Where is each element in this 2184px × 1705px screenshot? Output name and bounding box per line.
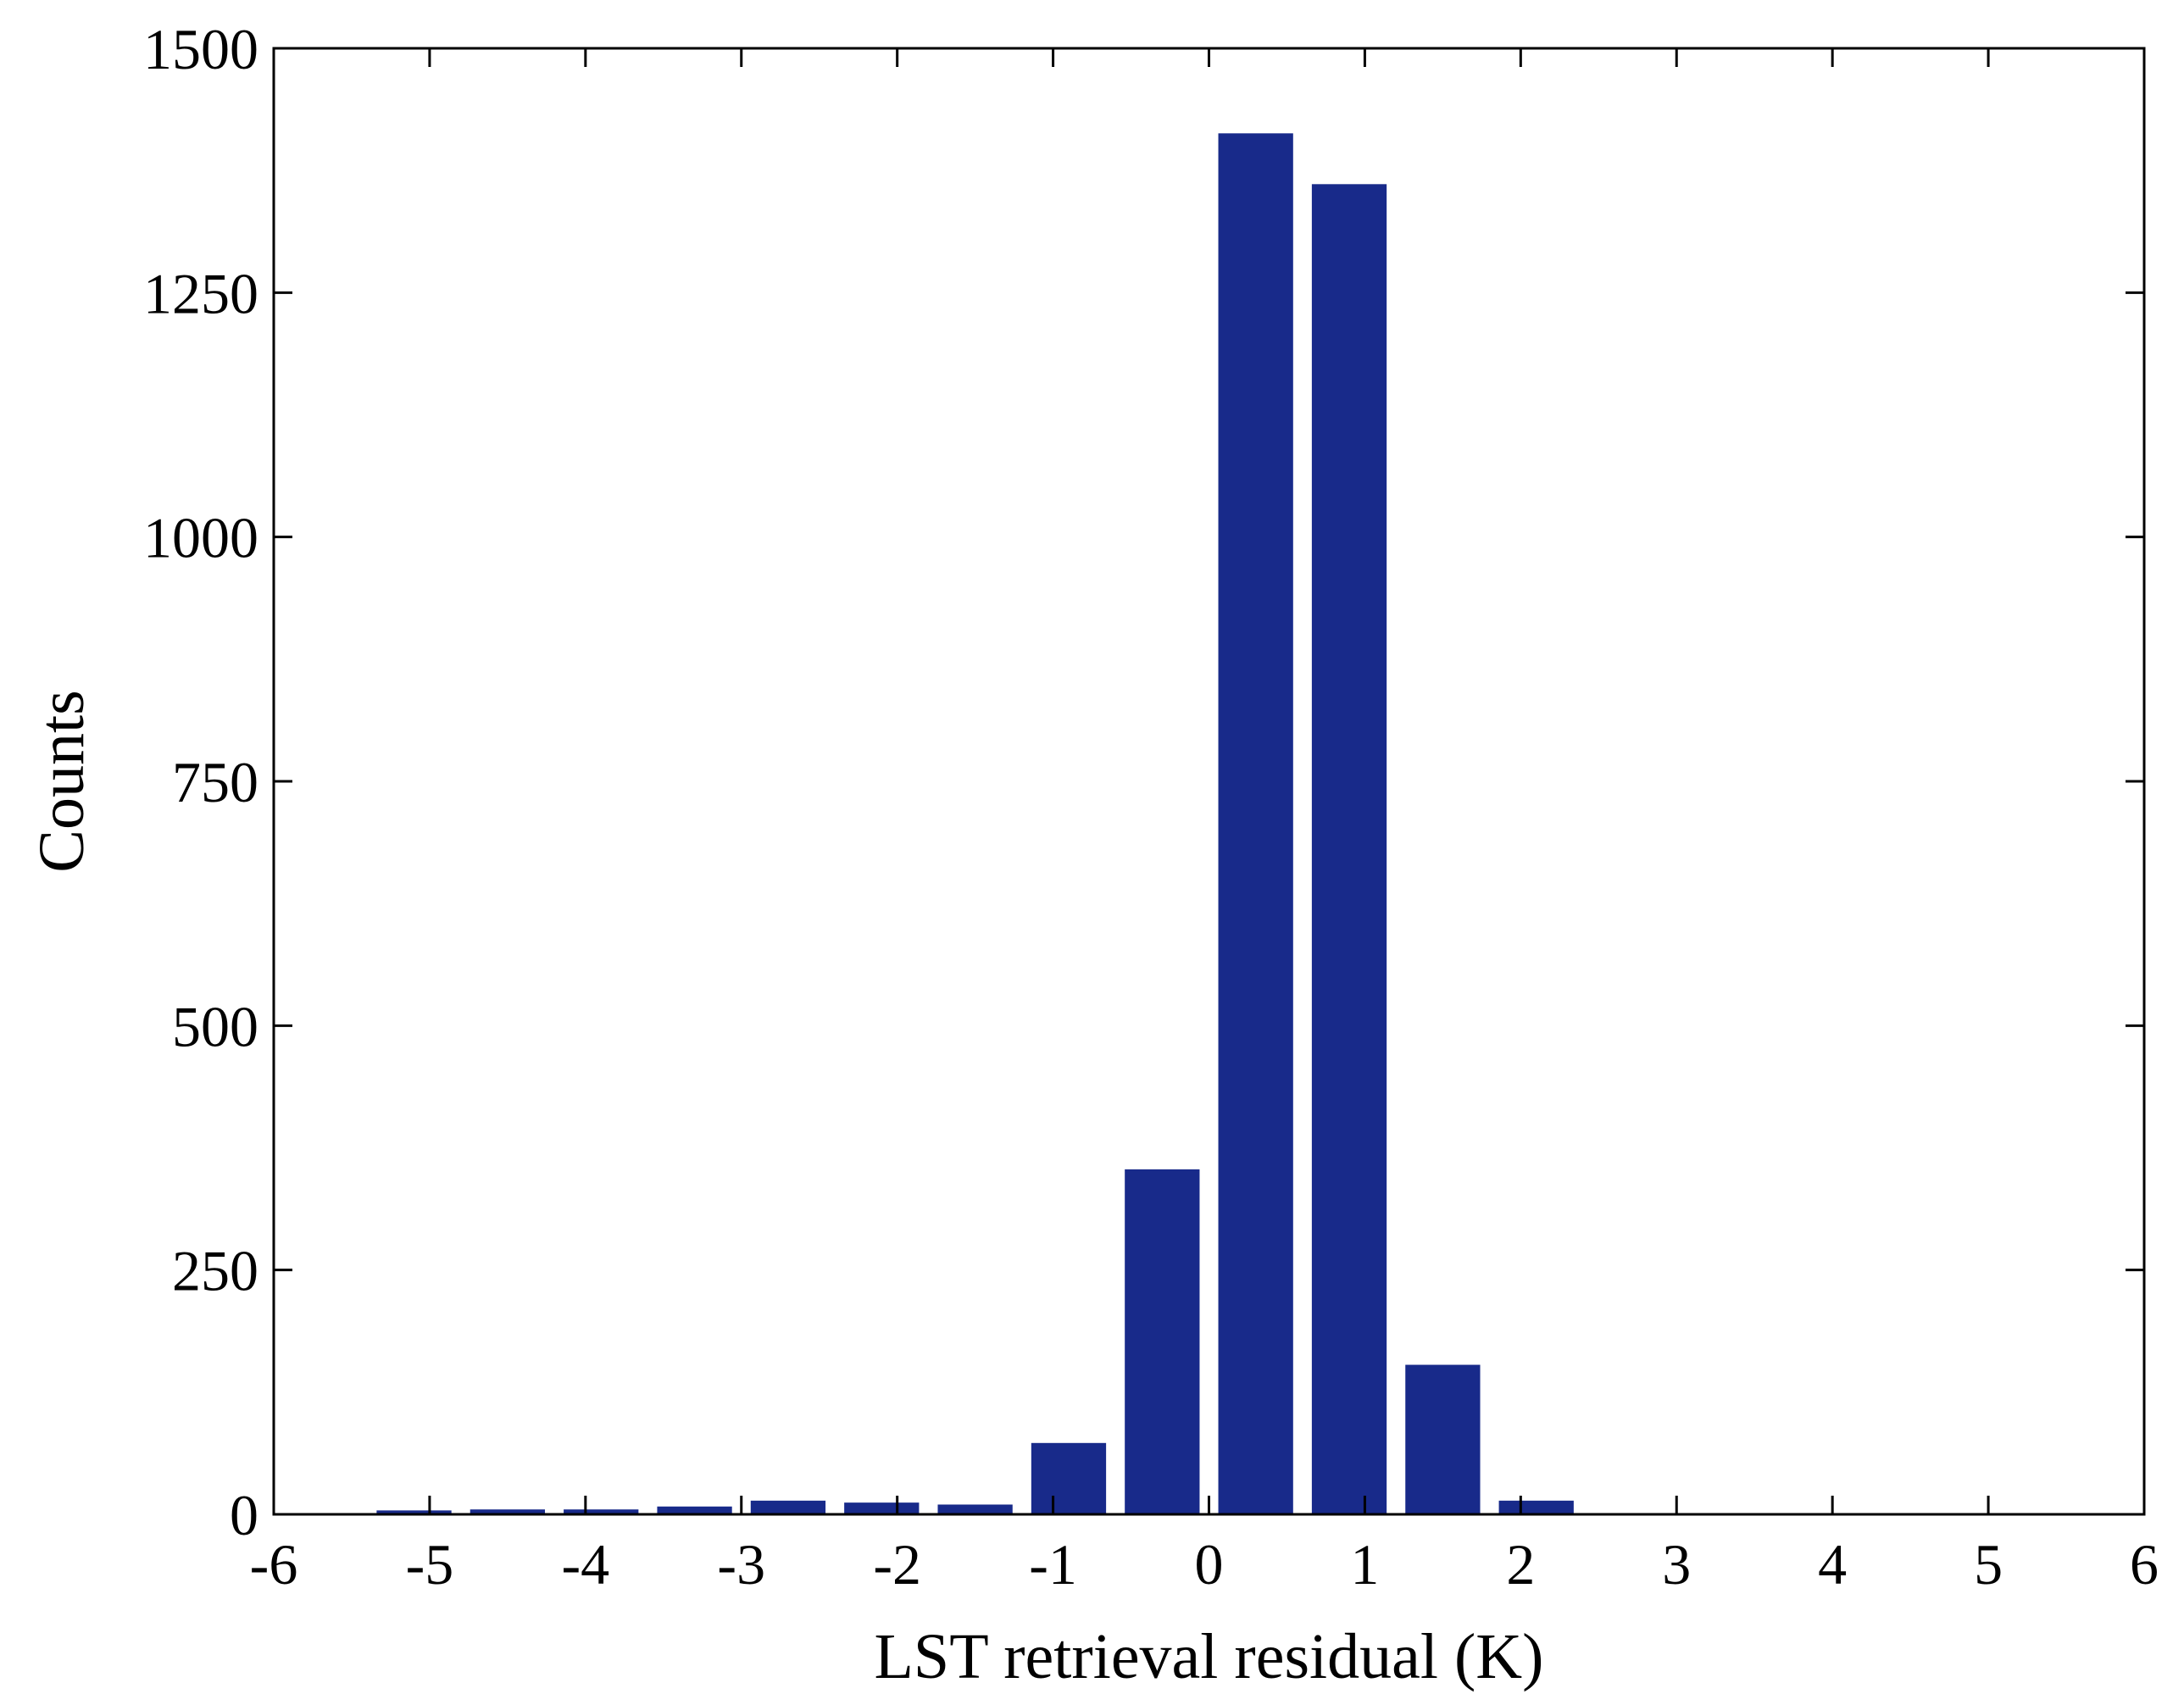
- y-tick-label: 0: [230, 1483, 258, 1547]
- histogram-bar: [564, 1509, 639, 1514]
- x-tick-label: -5: [406, 1532, 454, 1597]
- x-axis-label: LST retrieval residual (K): [875, 1621, 1544, 1692]
- x-tick-label: 6: [2130, 1532, 2159, 1597]
- x-tick-label: -6: [250, 1532, 298, 1597]
- histogram-bar: [376, 1510, 452, 1514]
- y-tick-label: 1250: [143, 261, 258, 325]
- histogram-bar: [844, 1502, 920, 1514]
- histogram-bar: [1405, 1364, 1481, 1514]
- histogram-bar: [750, 1500, 826, 1514]
- x-tick-labels: -6 -5 -4 -3 -2 -1 0 1 2 3 4 5 6: [250, 1532, 2159, 1597]
- y-tick-label: 1500: [143, 17, 258, 81]
- histogram-bar: [470, 1509, 546, 1514]
- x-tick-label: 5: [1974, 1532, 2003, 1597]
- plot-frame: [272, 47, 2146, 1516]
- histogram-bar: [657, 1506, 732, 1514]
- y-tick-label: 500: [172, 994, 258, 1058]
- y-tick-label: 250: [172, 1239, 258, 1303]
- y-tick-label: 750: [172, 750, 258, 814]
- x-tick-label: 4: [1818, 1532, 1847, 1597]
- histogram-bar: [1498, 1500, 1574, 1514]
- x-tick-label: 0: [1195, 1532, 1224, 1597]
- histogram-bar: [1125, 1169, 1200, 1514]
- x-tick-label: -1: [1029, 1532, 1077, 1597]
- x-tick-label: -4: [562, 1532, 610, 1597]
- histogram-bar: [937, 1504, 1013, 1514]
- bars-layer: [376, 133, 1574, 1515]
- histogram-bar: [1031, 1442, 1107, 1514]
- x-tick-label: 1: [1350, 1532, 1379, 1597]
- y-tick-labels: 0 250 500 750 1000 1250 1500: [143, 17, 258, 1547]
- y-tick-label: 1000: [143, 506, 258, 570]
- histogram-bar: [1311, 184, 1387, 1514]
- histogram-bar: [1218, 133, 1293, 1515]
- x-tick-label: -3: [717, 1532, 765, 1597]
- x-tick-label: 2: [1506, 1532, 1535, 1597]
- y-axis-label: Counts: [26, 690, 97, 872]
- x-tick-label: -2: [873, 1532, 921, 1597]
- x-tick-label: 3: [1662, 1532, 1691, 1597]
